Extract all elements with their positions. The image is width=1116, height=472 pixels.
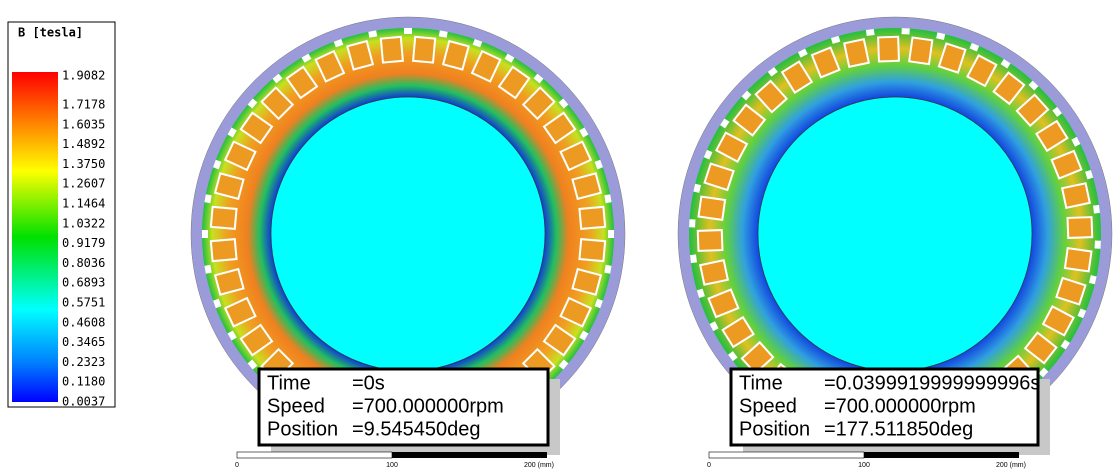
slot-notch <box>1095 240 1101 248</box>
slot <box>381 37 403 63</box>
info-label: Time <box>267 372 311 394</box>
slot-notch <box>202 230 208 238</box>
rotor <box>758 97 1032 371</box>
legend-title: B [tesla] <box>18 26 83 40</box>
info-value: =0s <box>352 372 385 394</box>
info-label: Position <box>267 418 338 440</box>
legend-value: 1.9082 <box>62 69 105 83</box>
scale-label: 200 (mm) <box>996 462 1026 469</box>
legend-value: 0.3465 <box>62 335 105 349</box>
legend-value: 1.3750 <box>62 157 105 171</box>
slot-notch <box>1093 205 1100 214</box>
scale-white <box>709 452 864 458</box>
scale-label: 0 <box>707 462 711 469</box>
scale-white <box>237 452 392 458</box>
slot-notch <box>689 219 695 227</box>
slot <box>413 37 435 63</box>
legend-value: 0.1180 <box>62 375 105 389</box>
legend-value: 0.4608 <box>62 315 105 329</box>
screenshot: B [tesla] 1.9082 1.7178 1.6035 1.4892 1.3750… <box>0 0 1116 472</box>
slot <box>909 38 932 65</box>
rotor <box>271 97 545 371</box>
info-label: Speed <box>739 395 797 417</box>
slot-notch <box>404 28 412 34</box>
slot <box>700 260 728 285</box>
legend-value: 0.2323 <box>62 355 105 369</box>
scale-label: 200 (mm) <box>524 462 554 469</box>
slot-notch <box>690 254 697 263</box>
slot <box>579 207 605 229</box>
info-label: Time <box>739 372 783 394</box>
info-value: =700.000000rpm <box>824 395 976 417</box>
slot <box>1065 248 1092 271</box>
legend-value: 1.0322 <box>62 216 105 230</box>
legend-value: 1.6035 <box>62 117 105 131</box>
slot <box>211 207 237 229</box>
legend-value: 0.9179 <box>62 236 105 250</box>
slot <box>1068 217 1093 238</box>
slot <box>699 197 726 220</box>
legend-value: 1.7178 <box>62 98 105 112</box>
scale-black <box>864 452 1019 458</box>
scale-label: 100 <box>386 462 398 469</box>
field-plot: B [tesla] 1.9082 1.7178 1.6035 1.4892 1.3750… <box>0 0 1116 472</box>
slot <box>698 230 723 251</box>
slot <box>211 239 237 261</box>
info-value: =177.511850deg <box>824 418 973 440</box>
info-label: Speed <box>267 395 325 417</box>
slot <box>844 39 869 67</box>
legend-value: 0.0037 <box>62 395 105 409</box>
slot <box>1062 183 1090 208</box>
legend-value: 0.5751 <box>62 296 105 310</box>
slot <box>579 239 605 261</box>
scale-label: 100 <box>858 462 870 469</box>
slot-notch <box>866 29 875 36</box>
info-value: =700.000000rpm <box>352 395 504 417</box>
slot-notch <box>608 230 614 238</box>
scale-label: 0 <box>235 462 239 469</box>
info-value: =9.545450deg <box>352 418 480 440</box>
legend-value: 1.4892 <box>62 137 105 151</box>
scale-black <box>392 452 547 458</box>
legend-value: 0.6893 <box>62 276 105 290</box>
slot-notch <box>901 28 909 34</box>
legend-value: 0.8036 <box>62 256 105 270</box>
info-value: =0.0399919999999996s <box>824 372 1040 394</box>
legend-value: 1.2607 <box>62 177 105 191</box>
info-label: Position <box>739 418 810 440</box>
legend-value: 1.1464 <box>62 197 105 211</box>
color-bar <box>12 72 58 402</box>
slot <box>878 37 899 62</box>
